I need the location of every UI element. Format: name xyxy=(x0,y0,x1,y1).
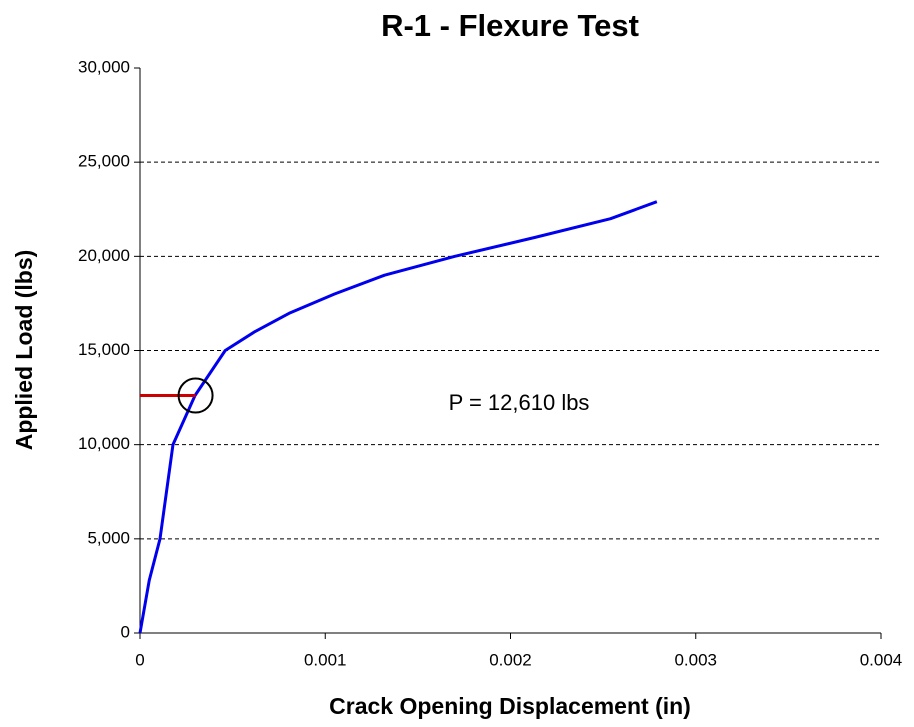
x-tick-label: 0.002 xyxy=(489,650,532,669)
data-line xyxy=(138,200,658,634)
y-tick-label: 25,000 xyxy=(78,152,130,171)
x-tick-label: 0.004 xyxy=(860,650,903,669)
y-axis-label: Applied Load (lbs) xyxy=(11,250,37,451)
y-tick-label: 30,000 xyxy=(78,57,130,76)
x-tick-label: 0 xyxy=(135,650,144,669)
x-tick-label: 0.003 xyxy=(674,650,717,669)
annotation: P = 12,610 lbs xyxy=(449,390,590,415)
x-tick-label: 0.001 xyxy=(304,650,347,669)
marker-circle xyxy=(177,377,214,414)
y-tick-label: 15,000 xyxy=(78,340,130,359)
x-axis-label: Crack Opening Displacement (in) xyxy=(329,693,691,719)
chart-title: R-1 - Flexure Test xyxy=(381,8,639,43)
y-tick-label: 10,000 xyxy=(78,434,130,453)
y-tick-label: 20,000 xyxy=(78,246,130,265)
y-tick-label: 5,000 xyxy=(87,528,130,547)
y-tick-label: 0 xyxy=(121,622,130,641)
